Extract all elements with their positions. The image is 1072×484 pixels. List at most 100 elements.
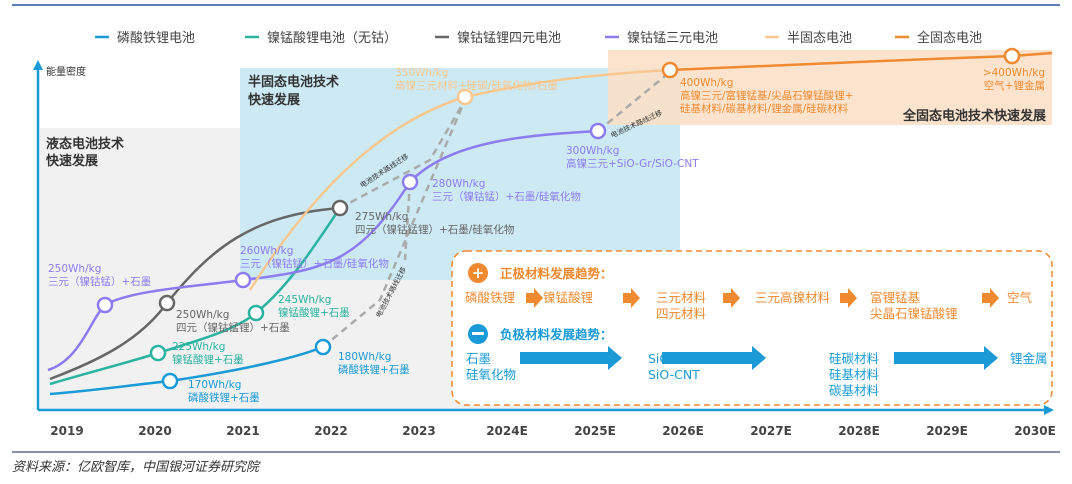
data-point-value: 170Wh/kg [188, 379, 241, 391]
plus-icon [468, 263, 488, 283]
legend-label: 磷酸铁锂电池 [117, 31, 195, 46]
y-axis-arrow [33, 60, 43, 70]
data-point-desc: 磷酸铁锂+石墨 [338, 363, 410, 376]
data-point-value: 260Wh/kg [240, 245, 293, 257]
data-point-marker [96, 296, 114, 314]
data-point-marker [401, 173, 419, 191]
arrow-right-icon [623, 288, 640, 308]
migration-dashes [322, 71, 671, 348]
x-axis-arrow [1044, 405, 1054, 415]
cathode-material: 三元高镍材料 [755, 290, 831, 305]
data-point-desc: 三元（镍钴锰）+石墨 [48, 275, 151, 288]
x-tick-label: 2030E [1014, 424, 1056, 438]
legend-label: 镍钴锰锂四元电池 [457, 31, 561, 46]
x-tick-label: 2023 [402, 424, 435, 438]
anode-material: 石墨 [466, 351, 491, 366]
legend-label: 镍锰酸锂电池（无钴） [267, 31, 397, 46]
liquid-region-title-2: 快速发展 [46, 153, 99, 169]
cathode-material: 富锂锰基 [870, 290, 921, 305]
migration-path-ternary-down [403, 181, 412, 261]
x-tick-label: 2024E [486, 424, 528, 438]
data-point-desc: 磷酸铁锂+石墨 [188, 391, 260, 404]
x-tick-label: 2025E [574, 424, 616, 438]
x-ticks: 2019 2020 2021 2022 2023 2024E 2025E 2026E 2027E… [50, 424, 1056, 438]
data-point-value: 180Wh/kg [338, 351, 391, 363]
migration-path-ternary [597, 71, 671, 132]
data-point-marker [331, 199, 349, 217]
semi-region-title-2: 快速发展 [248, 92, 301, 108]
x-tick-label: 2022 [314, 424, 347, 438]
data-point-value: 245Wh/kg [278, 294, 331, 306]
data-point-value: 225Wh/kg [172, 341, 225, 353]
data-point-marker [589, 122, 607, 140]
anode-material: 硅氧化物 [466, 367, 516, 382]
data-point-desc: 高镍三元+SiO-Gr/SiO-CNT [566, 157, 699, 170]
cathode-material: 尖晶石镍锰酸锂 [870, 306, 958, 321]
cathode-material: 四元材料 [656, 306, 707, 321]
x-tick-label: 2020 [138, 424, 171, 438]
data-point-value: 280Wh/kg [432, 178, 485, 190]
arrow-right-icon [526, 288, 543, 308]
anode-material: 碳基材料 [829, 383, 880, 398]
arrow-right-icon [520, 346, 622, 370]
arrow-right-icon [982, 288, 999, 308]
x-tick-label: 2026E [662, 424, 704, 438]
legend-label: 半固态电池 [787, 31, 852, 46]
x-tick-label: 2029E [926, 424, 968, 438]
x-tick-label: 2028E [838, 424, 880, 438]
line-solid-state [669, 51, 1053, 72]
legend-label: 全固态电池 [917, 30, 982, 46]
data-point-desc: 镍锰酸锂+石墨 [278, 306, 350, 319]
y-axis-label: 能量密度 [46, 65, 86, 78]
arrow-right-icon [723, 288, 740, 308]
x-tick-label: 2027E [750, 424, 792, 438]
data-point-marker [234, 271, 252, 289]
arrow-right-icon [894, 346, 998, 370]
data-point-desc: 四元（镍钴锰锂）+石墨/硅氧化物 [355, 223, 514, 236]
liquid-region-title-1: 液态电池技术 [46, 136, 124, 152]
data-point-desc: 空气+锂金属 [984, 79, 1045, 92]
liquid-region [40, 128, 240, 410]
semi-region-title-1: 半固态电池技术 [248, 74, 339, 90]
data-point-value: 350Wh/kg [395, 67, 448, 79]
x-tick-label: 2021 [226, 424, 259, 438]
data-point-value: 250Wh/kg [48, 263, 101, 275]
data-point-desc: 镍锰酸锂+石墨 [172, 353, 244, 366]
arrow-right-icon [840, 288, 857, 308]
plus-icon-glyph: + [472, 264, 485, 282]
data-point-marker [158, 294, 176, 312]
data-point-marker [247, 304, 265, 322]
data-point-marker [161, 372, 179, 390]
migration-path-quaternary [339, 99, 467, 210]
cathode-material: 三元材料 [656, 290, 707, 305]
x-tick-label: 2019 [50, 424, 83, 438]
anode-material: 锂金属 [1010, 351, 1048, 366]
data-point-value: 300Wh/kg [566, 145, 619, 157]
materials-trend-box [451, 250, 1053, 406]
data-point-desc: 硅基材料/碳基材料/锂金属/硅碳材料 [680, 102, 849, 115]
anode-material: 硅基材料 [829, 367, 880, 382]
data-point-marker [456, 88, 474, 106]
source-note: 资料来源：亿欧智库，中国银河证券研究院 [12, 460, 260, 475]
data-point-desc: 三元（镍钴锰）+石墨/硅氧化物 [432, 190, 581, 203]
anode-material: SiO-CNT [648, 367, 700, 382]
solid-region-title: 全固态电池技术快速发展 [902, 108, 1047, 124]
arrow-right-icon [662, 346, 766, 370]
cathode-material: 磷酸铁锂 [465, 290, 515, 305]
cathode-title: 正极材料发展趋势： [500, 266, 613, 281]
data-point-marker [314, 338, 332, 356]
data-point-value: 400Wh/kg [680, 77, 733, 89]
data-point-desc: 高镍三元材料+硅碳/硅氧化物/石墨 [395, 79, 558, 92]
migration-path-lfp [322, 99, 467, 348]
data-point-marker [661, 61, 679, 79]
legend: 磷酸铁锂电池 镍锰酸锂电池（无钴） 镍钴锰锂四元电池 镍钴锰三元电池 半固态电池 全固态电… [95, 30, 982, 46]
anode-material: 硅碳材料 [829, 351, 880, 366]
data-point-desc: 高镍三元/富锂锰基/尖晶石镍锰酸锂+ [680, 89, 853, 102]
data-point-desc: 四元（镍钴锰锂）+石墨 [176, 321, 290, 334]
legend-label: 镍钴锰三元电池 [627, 31, 718, 46]
anode-title: 负极材料发展趋势： [500, 327, 613, 342]
cathode-material: 镍锰酸锂 [543, 290, 593, 305]
data-point-desc: 三元（镍钴锰）+石墨/硅氧化物 [240, 257, 389, 270]
